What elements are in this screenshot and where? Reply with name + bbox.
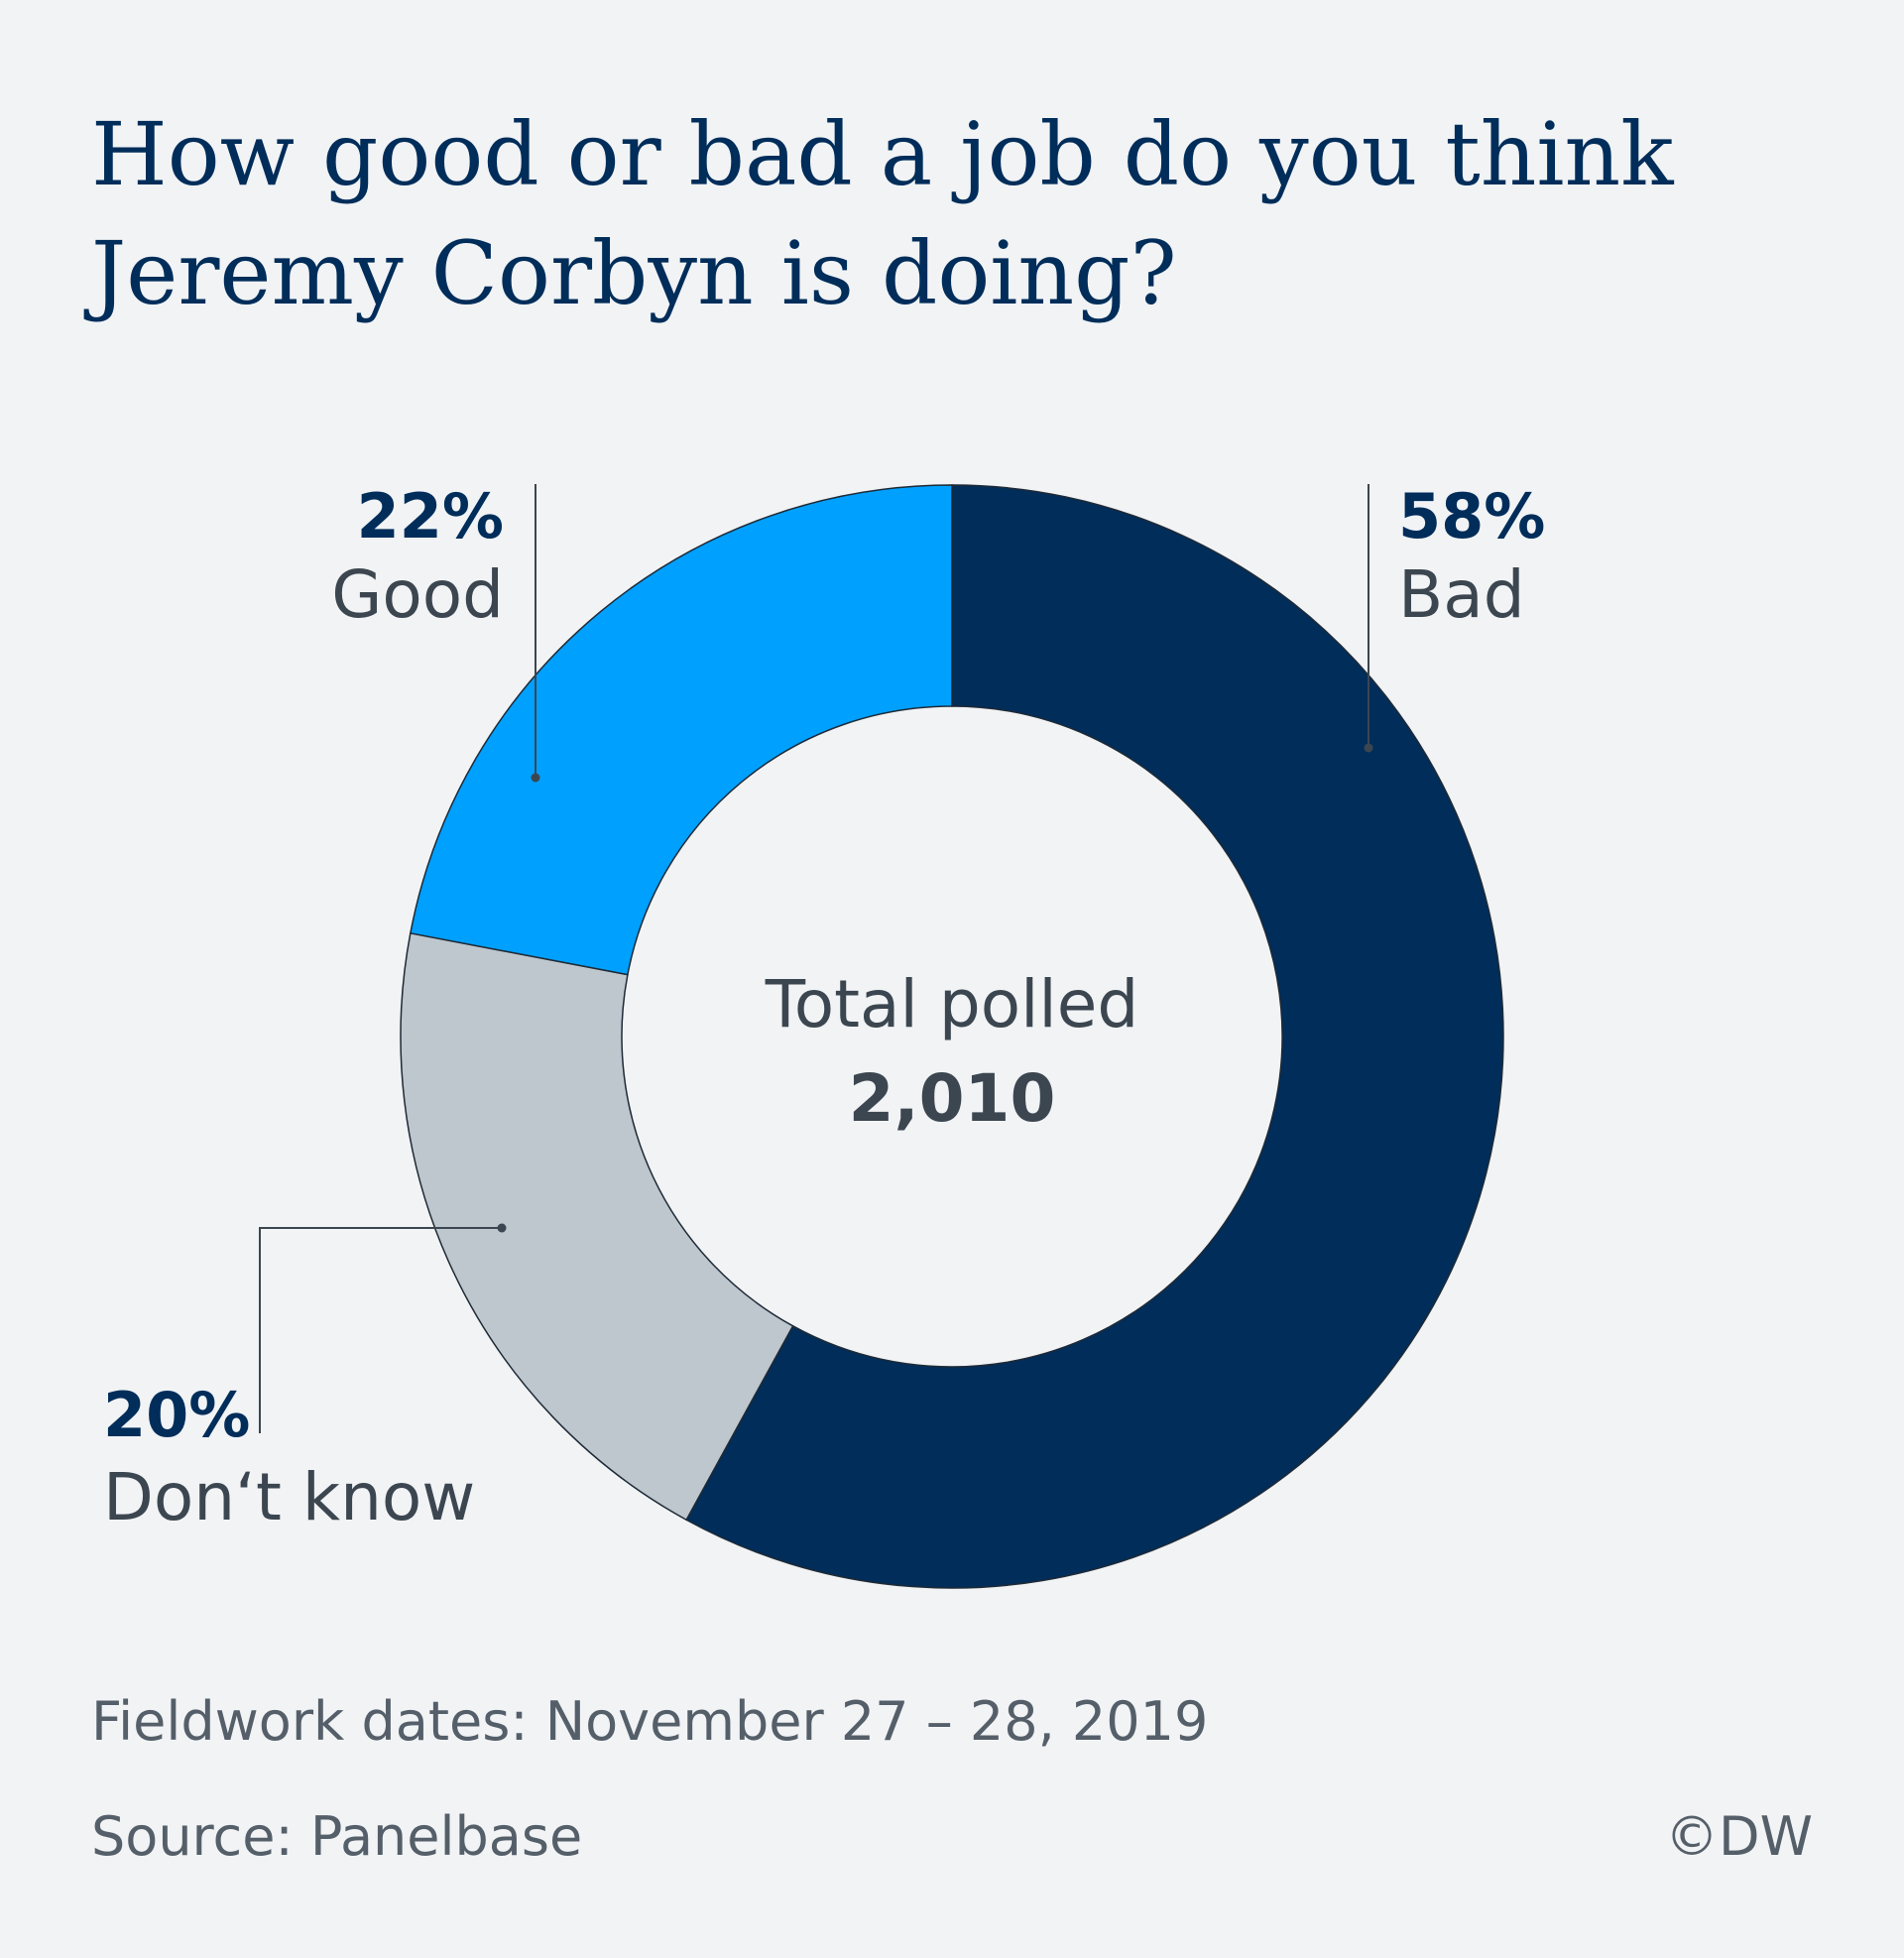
- leader-dot-bad: [1364, 743, 1373, 753]
- slice-value-label-dont-know: 20%: [103, 1379, 250, 1451]
- slice-dont-know: [400, 931, 794, 1522]
- leader-dot-dont-know: [497, 1223, 507, 1233]
- slice-value-label-bad: 58%: [1398, 480, 1545, 552]
- leader-line-dont-know: [259, 1227, 502, 1433]
- fieldwork-dates: Fieldwork dates: November 27 – 28, 2019: [91, 1690, 1209, 1753]
- slice-name-label-bad: Bad: [1398, 556, 1525, 633]
- center-label: Total polled: [765, 966, 1139, 1042]
- center-value: 2,010: [849, 1060, 1056, 1137]
- slice-good: [409, 484, 953, 976]
- slice-name-label-good: Good: [331, 556, 504, 633]
- slice-value-label-good: 22%: [357, 480, 504, 552]
- slice-bad: [685, 484, 1504, 1589]
- source-note: Source: Panelbase: [91, 1805, 583, 1868]
- chart-title: How good or bad a job do you think Jerem…: [91, 103, 1674, 324]
- leader-dot-good: [531, 773, 540, 783]
- slice-name-label-dont-know: Don‘t know: [103, 1459, 475, 1535]
- dw-copyright: ©DW: [1665, 1805, 1813, 1868]
